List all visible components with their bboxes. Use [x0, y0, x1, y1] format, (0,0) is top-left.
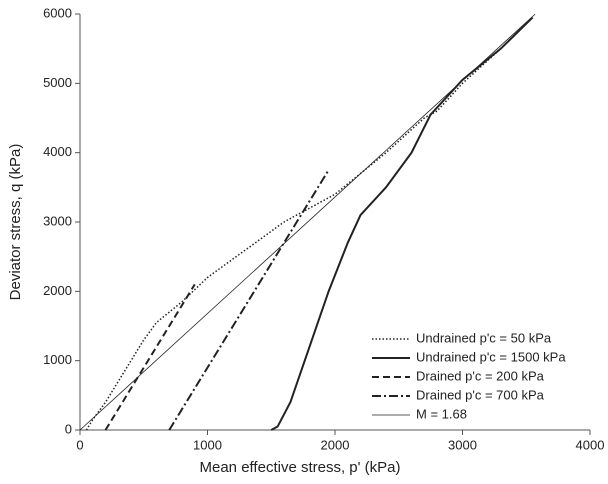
y-tick-label: 2000: [43, 283, 72, 298]
legend-label: Drained p'c = 200 kPa: [416, 368, 545, 383]
y-tick-label: 0: [65, 421, 72, 436]
series-line: [85, 16, 534, 431]
x-tick-label: 0: [76, 437, 83, 452]
y-tick-label: 3000: [43, 213, 72, 228]
series-line: [168, 169, 330, 431]
legend-label: Undrained p'c = 50 kPa: [416, 330, 552, 345]
y-tick-label: 5000: [43, 75, 72, 90]
x-tick-label: 2000: [321, 437, 350, 452]
y-tick-label: 4000: [43, 144, 72, 159]
x-tick-label: 3000: [448, 437, 477, 452]
series-line: [79, 13, 536, 431]
series-line: [270, 16, 534, 431]
y-tick-label: 1000: [43, 352, 72, 367]
legend-label: Drained p'c = 700 kPa: [416, 387, 545, 402]
x-tick-label: 1000: [193, 437, 222, 452]
x-axis-label: Mean effective stress, p' (kPa): [200, 459, 401, 476]
legend-label: Undrained p'c = 1500 kPa: [416, 349, 566, 364]
y-tick-label: 6000: [43, 5, 72, 20]
legend-label: M = 1.68: [416, 406, 467, 421]
series-line: [104, 283, 196, 431]
x-tick-label: 4000: [576, 437, 605, 452]
y-axis-label: Deviator stress, q (kPa): [7, 144, 24, 301]
